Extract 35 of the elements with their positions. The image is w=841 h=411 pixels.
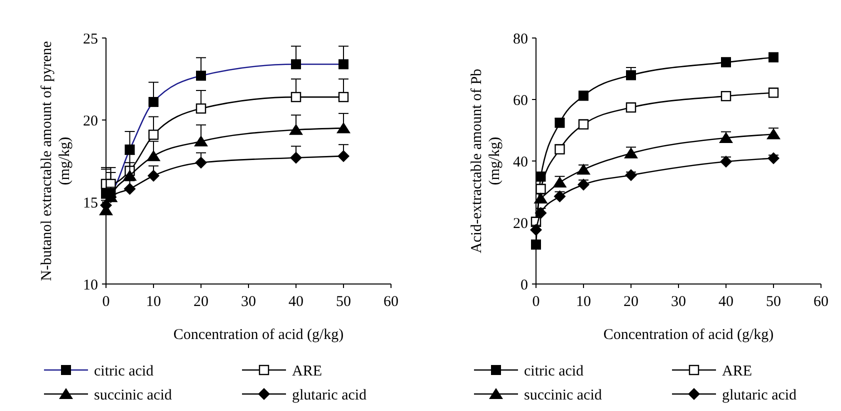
x-tick-label: 20 [194,294,208,310]
x-axis-title: Concentration of acid (g/kg) [603,327,774,343]
x-tick-label: 30 [671,294,686,310]
x-tick-label: 50 [766,294,781,310]
y-tick-label: 20 [513,216,528,232]
x-tick-label: 10 [576,294,591,310]
x-tick-label: 40 [718,294,734,310]
x-tick-label: 40 [288,294,304,310]
legend-label: ARE [722,363,752,380]
legend-label: citric acid [94,363,154,380]
x-tick-label: 20 [624,294,638,310]
x-axis-title: Concentration of acid (g/kg) [173,327,344,343]
y-axis-title: Acid-extractable amount of Pb (mg/kg) [469,68,503,254]
x-tick-label: 30 [241,294,256,310]
y-tick-label: 20 [83,113,98,130]
x-tick-label: 60 [384,294,398,310]
y-tick-label: 80 [513,31,528,48]
y-tick-label: 60 [513,92,528,109]
x-tick-label: 0 [102,294,110,310]
x-tick-label: 10 [146,294,161,310]
legend-label: succinic acid [94,387,172,404]
x-tick-label: 0 [532,294,540,310]
legend-label: succinic acid [524,387,602,404]
y-tick-label: 25 [83,31,98,48]
legend-label: ARE [292,363,322,380]
y-tick-label: 10 [83,277,98,294]
y-tick-label: 0 [520,277,528,294]
x-tick-label: 60 [814,294,828,310]
y-axis-title: N-butanol extractable amount of pyrene (mg/kg) [39,40,73,281]
legend-label: glutaric acid [292,387,368,404]
legend-label: citric acid [524,363,584,380]
y-tick-label: 40 [513,154,528,170]
legend-label: glutaric acid [722,387,798,404]
x-tick-label: 50 [336,294,351,310]
y-tick-label: 15 [83,195,98,212]
